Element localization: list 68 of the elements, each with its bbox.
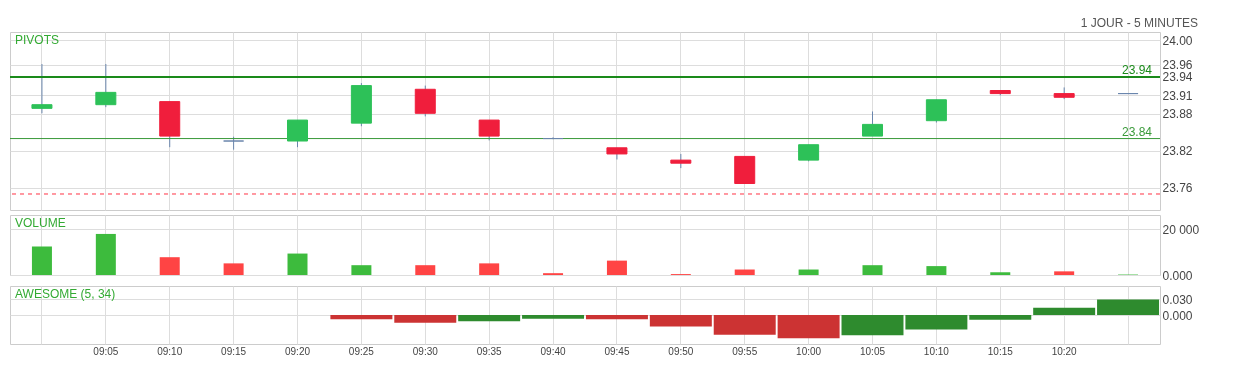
bar [990, 272, 1011, 275]
y-tick-label: 24.00 [1162, 33, 1193, 48]
x-tick-label: 10:10 [923, 345, 950, 357]
bar [394, 315, 457, 323]
x-tick-label: 10:15 [987, 345, 1014, 357]
x-tick-label: 09:40 [540, 345, 566, 357]
bar [969, 315, 1032, 320]
x-tick-label: 09:35 [476, 345, 503, 357]
bar [606, 260, 627, 275]
chart-title: AWESOME (5, 34) [15, 287, 116, 301]
bar [287, 253, 308, 275]
bar [479, 263, 500, 275]
text: 1 JOUR - 5 MINUTES [1080, 16, 1198, 30]
bar [95, 233, 116, 275]
x-tick-label: 09:20 [284, 345, 311, 357]
y-tick-label: 23.82 [1162, 144, 1193, 159]
y-tick-label: 23.76 [1162, 181, 1193, 196]
bar [415, 265, 436, 275]
candlestick [542, 136, 564, 140]
x-tick-label: 09:50 [668, 345, 694, 357]
y-tick-label: 23.91 [1162, 88, 1193, 103]
candlestick [287, 119, 308, 148]
bar [522, 315, 585, 319]
x-tick-label: 10:05 [859, 345, 886, 357]
y-tick-label: 0.030 [1162, 292, 1193, 307]
bar [713, 315, 776, 335]
x-tick-label: 09:45 [604, 345, 630, 357]
candlestick [862, 110, 883, 137]
candlestick [95, 63, 117, 108]
bar [1033, 307, 1096, 315]
y-tick-label: 23.88 [1162, 107, 1193, 122]
bar [159, 257, 180, 275]
bar [798, 269, 819, 275]
bar [841, 315, 904, 336]
y-tick-label: 20 000 [1162, 222, 1200, 237]
x-tick-label: 09:30 [412, 345, 439, 357]
bar [905, 315, 968, 330]
bar [330, 315, 393, 320]
bar [649, 315, 712, 327]
bar [734, 269, 755, 275]
bar [1054, 271, 1075, 275]
ref-line-label: 23.94 [1121, 62, 1153, 77]
ref-line-label: 23.84 [1121, 124, 1153, 139]
x-tick-label: 09:55 [732, 345, 758, 357]
y-tick-label: 0.000 [1162, 268, 1193, 283]
x-tick-label: 09:05 [93, 345, 119, 357]
x-tick-label: 09:25 [348, 345, 375, 357]
y-tick-label: 23.96 [1162, 58, 1193, 73]
bar [777, 315, 840, 339]
bar [223, 263, 244, 275]
candlestick [925, 99, 947, 124]
bar [458, 315, 521, 322]
bar [1097, 299, 1160, 315]
x-tick-label: 10:20 [1051, 345, 1078, 357]
candlestick [478, 119, 500, 141]
candlestick [31, 63, 53, 114]
x-tick-label: 09:15 [221, 345, 247, 357]
bar [585, 315, 648, 320]
y-tick-label: 23.94 [1162, 70, 1193, 85]
bar [926, 266, 947, 275]
bar [862, 265, 883, 275]
bar [351, 265, 372, 275]
x-tick-label: 09:10 [157, 345, 183, 357]
y-tick-label: 0.000 [1162, 308, 1193, 323]
bar [31, 246, 52, 275]
chart-title: VOLUME [15, 216, 66, 230]
chart-title: PIVOTS [15, 33, 60, 47]
x-tick-label: 10:00 [796, 345, 822, 357]
